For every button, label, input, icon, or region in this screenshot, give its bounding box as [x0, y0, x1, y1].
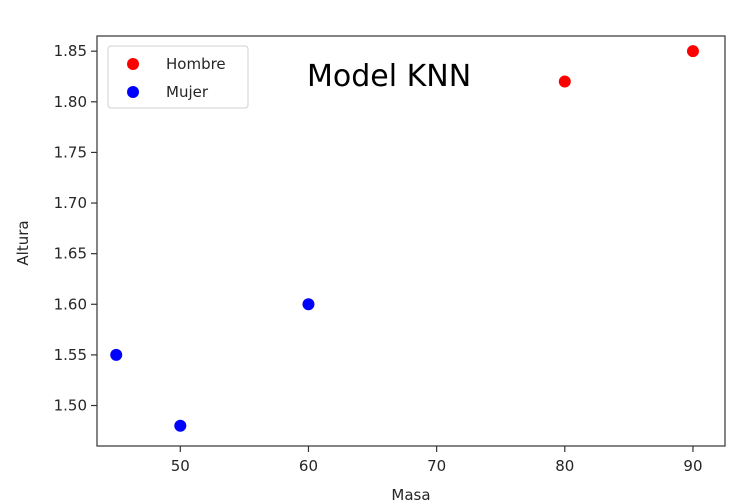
x-tick-label: 70: [427, 457, 446, 475]
y-tick-label: 1.50: [54, 397, 87, 415]
y-tick-label: 1.65: [54, 245, 87, 263]
x-axis-ticks: 50 60 70 80 90: [171, 446, 703, 475]
data-points: [110, 45, 699, 432]
data-point-mujer: [302, 298, 315, 311]
x-axis-label: Masa: [391, 486, 430, 504]
data-point-mujer: [174, 419, 187, 432]
y-tick-label: 1.75: [54, 143, 87, 161]
y-axis-ticks: 1.50 1.55 1.60 1.65 1.70 1.75 1.80 1.85: [54, 42, 97, 415]
data-point-hombre: [558, 75, 571, 88]
x-tick-label: 50: [171, 457, 190, 475]
legend-box: [107, 45, 249, 109]
y-tick-label: 1.70: [54, 194, 87, 212]
legend-marker-mujer: [127, 86, 139, 98]
data-point-hombre: [686, 45, 699, 58]
legend-label-mujer: Mujer: [166, 83, 209, 101]
legend-label-hombre: Hombre: [166, 55, 226, 73]
data-point-mujer: [110, 348, 123, 361]
y-axis-label: Altura: [14, 220, 32, 265]
y-tick-label: 1.60: [54, 295, 87, 313]
y-tick-label: 1.85: [54, 42, 87, 60]
x-tick-label: 90: [683, 457, 702, 475]
legend-marker-hombre: [127, 58, 139, 70]
x-tick-label: 80: [555, 457, 574, 475]
y-tick-label: 1.55: [54, 346, 87, 364]
legend: Hombre Mujer: [107, 45, 249, 109]
plot-frame: [96, 35, 726, 447]
chart-annotation: Model KNN: [307, 59, 471, 94]
x-tick-label: 60: [299, 457, 318, 475]
y-tick-label: 1.80: [54, 93, 87, 111]
